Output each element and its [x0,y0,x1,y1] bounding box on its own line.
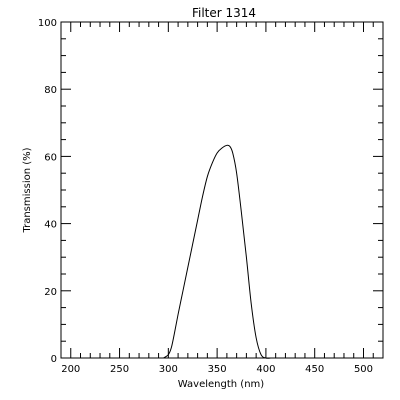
x-tick-label: 450 [305,364,324,375]
plot-frame [60,21,384,359]
x-tick-label: 250 [110,364,129,375]
y-tick-label: 0 [51,354,57,365]
y-tick-label: 80 [44,85,57,96]
y-axis-ticks [61,21,383,359]
y-tick-label: 40 [44,220,57,231]
y-tick-label: 60 [44,152,57,163]
y-tick-label: 100 [38,18,57,29]
transmission-curve [163,144,271,359]
chart-title: Filter 1314 [192,6,256,20]
x-axis-title: Wavelength (nm) [178,379,264,390]
x-axis-ticks [60,22,384,358]
x-tick-label: 500 [354,364,373,375]
y-axis-tick-labels: 0 20 40 60 80 100 [38,18,57,365]
x-tick-label: 350 [208,364,227,375]
y-tick-label: 20 [44,287,57,298]
y-axis-title: Transmission (%) [22,147,33,233]
x-tick-label: 200 [61,364,80,375]
x-tick-label: 400 [256,364,275,375]
x-axis-tick-labels: 200 250 300 350 400 450 500 [61,364,373,375]
x-tick-label: 300 [159,364,178,375]
